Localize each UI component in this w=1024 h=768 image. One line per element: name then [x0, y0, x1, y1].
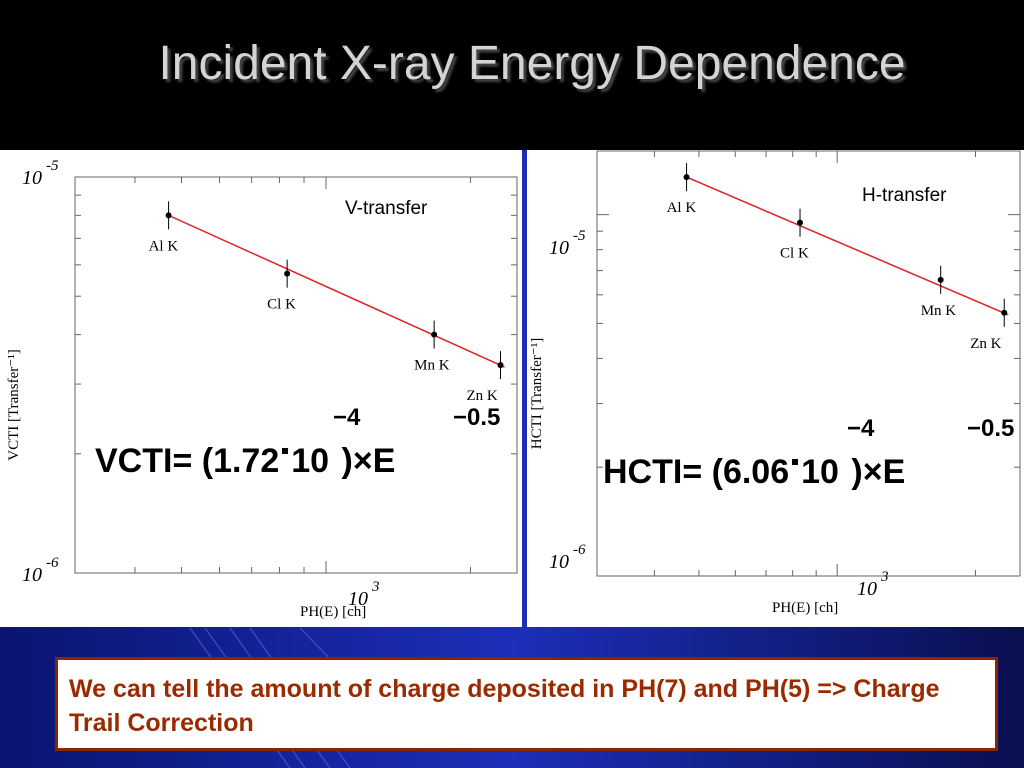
point-label: Zn K	[467, 388, 498, 404]
y-tick-label: 10	[549, 551, 569, 573]
v-transfer-panel: 10 -5 10 -6 10 3 PH(E) [ch] VCTI [Transfer⁻¹] V-…	[0, 150, 522, 627]
conclusion-box: We can tell the amount of charge deposit…	[55, 657, 998, 751]
x-tick-label: 10	[857, 578, 877, 600]
y-tick-label-exponent: -5	[573, 228, 586, 244]
plot-frame	[596, 150, 1021, 577]
data-point	[431, 331, 438, 338]
data-point	[165, 212, 172, 219]
y-tick-label-exponent: -5	[46, 158, 59, 174]
data-point	[1001, 309, 1008, 316]
data-point	[797, 219, 804, 226]
fit-line	[168, 214, 505, 368]
y-axis-label: HCTI [Transfer⁻¹]	[529, 338, 545, 449]
conclusion-text: We can tell the amount of charge deposit…	[69, 675, 940, 737]
data-point	[497, 362, 504, 369]
plot-frame	[74, 176, 518, 574]
formula-power-base: 10	[801, 453, 839, 491]
point-label: Cl K	[780, 246, 809, 262]
point-label: Mn K	[414, 358, 450, 374]
formula-prefix: VCTI= (	[95, 442, 214, 480]
y-axis-label: VCTI [Transfer⁻¹]	[6, 349, 22, 460]
multiply-dot	[282, 448, 289, 454]
fit-line	[686, 176, 1009, 316]
panel-label: H-transfer	[862, 185, 947, 206]
vcti-formula: VCTI= (1.72 10 −4 )×E −0.5	[95, 404, 500, 481]
formula-energy: E	[372, 442, 396, 480]
y-tick-label: 10	[22, 564, 42, 586]
formula-suffix: )×	[851, 453, 883, 491]
data-point	[284, 270, 291, 277]
formula-coefficient: 1.72	[213, 442, 280, 480]
formula-power-base: 10	[291, 442, 330, 480]
hcti-formula: HCTI= (6.06 10 −4 )×E −0.5	[603, 415, 1014, 492]
formula-prefix: HCTI= (	[603, 453, 723, 491]
y-tick-label: 10	[22, 167, 42, 189]
data-point	[683, 174, 690, 181]
point-label: Al K	[667, 200, 697, 216]
x-tick-label: 10	[348, 588, 368, 610]
y-tick-label-exponent: -6	[573, 542, 586, 558]
data-point	[937, 276, 944, 283]
x-tick-label-exponent: 3	[880, 569, 889, 585]
x-tick-label-exponent: 3	[371, 579, 380, 595]
h-transfer-panel: 10 -5 10 -6 10 3 PH(E) [ch] HCTI [Transfer⁻¹] H-…	[527, 150, 1024, 627]
x-axis-label: PH(E) [ch]	[300, 604, 366, 620]
multiply-dot	[792, 459, 799, 465]
x-axis-label: PH(E) [ch]	[772, 600, 838, 616]
panel-label: V-transfer	[345, 198, 428, 219]
point-label: Cl K	[267, 297, 296, 313]
formula-energy-exponent: −0.5	[967, 415, 1015, 442]
point-label: Al K	[149, 238, 179, 254]
formula-coefficient: 6.06	[722, 453, 790, 491]
y-tick-label: 10	[549, 237, 569, 259]
formula-energy-exponent: −0.5	[453, 404, 501, 431]
formula-power-exponent: −4	[847, 415, 875, 442]
y-tick-label-exponent: -6	[46, 555, 59, 571]
point-label: Zn K	[970, 336, 1001, 352]
formula-power-exponent: −4	[333, 404, 361, 431]
formula-energy: E	[882, 453, 906, 491]
point-label: Mn K	[921, 303, 957, 319]
formula-suffix: )×	[341, 442, 373, 480]
slide-title: Incident X-ray Energy Dependence	[158, 37, 906, 90]
